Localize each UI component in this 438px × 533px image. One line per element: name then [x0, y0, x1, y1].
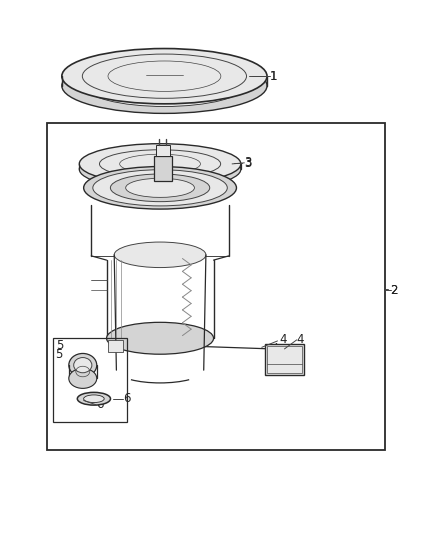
- Ellipse shape: [79, 149, 241, 189]
- Bar: [265, 344, 304, 375]
- Text: 1: 1: [270, 70, 278, 83]
- Bar: [46, 123, 385, 450]
- Ellipse shape: [106, 322, 214, 354]
- Ellipse shape: [62, 49, 267, 104]
- Ellipse shape: [84, 395, 104, 402]
- Ellipse shape: [93, 169, 227, 206]
- Text: 2: 2: [391, 284, 398, 297]
- Bar: [53, 338, 127, 422]
- Ellipse shape: [85, 65, 244, 107]
- Ellipse shape: [110, 174, 210, 201]
- Ellipse shape: [99, 150, 221, 178]
- Text: 5: 5: [56, 338, 63, 352]
- Ellipse shape: [69, 353, 97, 377]
- Ellipse shape: [78, 392, 110, 405]
- Text: 4: 4: [297, 333, 304, 346]
- Text: 1: 1: [270, 70, 278, 83]
- Ellipse shape: [62, 58, 267, 114]
- Text: 6: 6: [124, 392, 131, 405]
- Text: 3: 3: [244, 157, 251, 170]
- Bar: [267, 346, 302, 373]
- Text: 6: 6: [96, 398, 103, 411]
- Bar: [153, 156, 172, 181]
- Bar: [155, 146, 170, 156]
- Ellipse shape: [69, 368, 97, 389]
- Text: 4: 4: [279, 333, 287, 346]
- Ellipse shape: [84, 166, 237, 209]
- Ellipse shape: [126, 178, 194, 197]
- Text: 5: 5: [55, 348, 63, 361]
- Text: 2: 2: [390, 284, 398, 297]
- Text: 3: 3: [244, 156, 252, 169]
- Ellipse shape: [114, 242, 206, 268]
- Bar: [108, 340, 124, 352]
- Ellipse shape: [79, 144, 241, 184]
- Ellipse shape: [74, 358, 92, 373]
